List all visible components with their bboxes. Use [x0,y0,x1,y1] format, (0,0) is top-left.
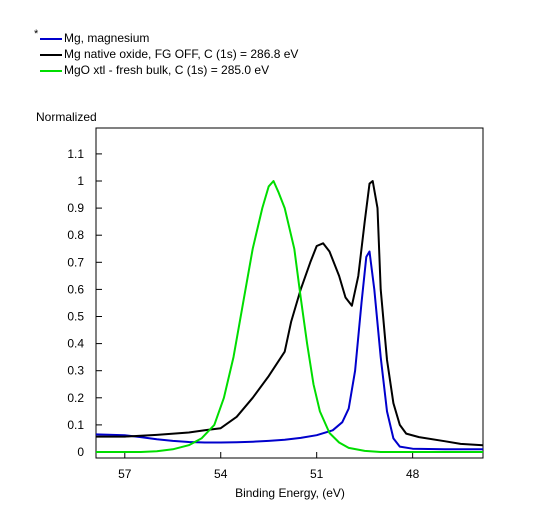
legend-swatch-mgo-xtl [40,70,62,72]
y-tick-label: 0.1 [67,418,84,432]
series-lines [95,180,484,453]
y-tick-label: 0.4 [67,337,84,351]
y-axis-title: Normalized [36,110,97,124]
series-line-mgo-xtl [96,180,483,453]
y-tick-label: 0.9 [67,201,84,215]
x-tick-label: 54 [214,467,228,481]
series-line-mg [95,250,483,451]
series-line-mg-native-oxide [96,180,484,447]
x-tick-label: 51 [310,467,324,481]
y-tick-label: 0.8 [67,228,84,242]
y-tick-label: 0.5 [67,310,84,324]
y-tick-label: 0.6 [67,282,84,296]
plot-frame [95,127,484,459]
x-axis-title: Binding Energy, (eV) [235,486,345,500]
y-tick-label: 0.2 [67,391,84,405]
legend-swatch-mg [40,38,62,40]
y-tick-label: 1.1 [67,147,84,161]
x-axis: 57 54 51 48 [118,452,420,481]
y-tick-label: 0.3 [67,364,84,378]
legend-marker: * [34,28,39,40]
chart-legend: * Mg, magnesium Mg native oxide, FG OFF,… [0,0,539,90]
y-tick-label: 0.7 [67,255,84,269]
legend-label-mgo-xtl: MgO xtl - fresh bulk, C (1s) = 285.0 eV [64,63,270,77]
x-tick-label: 48 [406,467,420,481]
legend-label-mg-native-oxide: Mg native oxide, FG OFF, C (1s) = 286.8 … [64,47,299,61]
legend-swatch-mg-native-oxide [40,54,62,56]
legend-label-mg: Mg, magnesium [64,31,150,45]
y-axis: 0 0.1 0.2 0.3 0.4 0.5 0.6 0.7 0.8 0.9 1 1.1 [67,147,102,459]
y-tick-label: 0 [77,445,84,459]
y-tick-label: 1 [77,174,84,188]
x-tick-label: 57 [118,467,132,481]
